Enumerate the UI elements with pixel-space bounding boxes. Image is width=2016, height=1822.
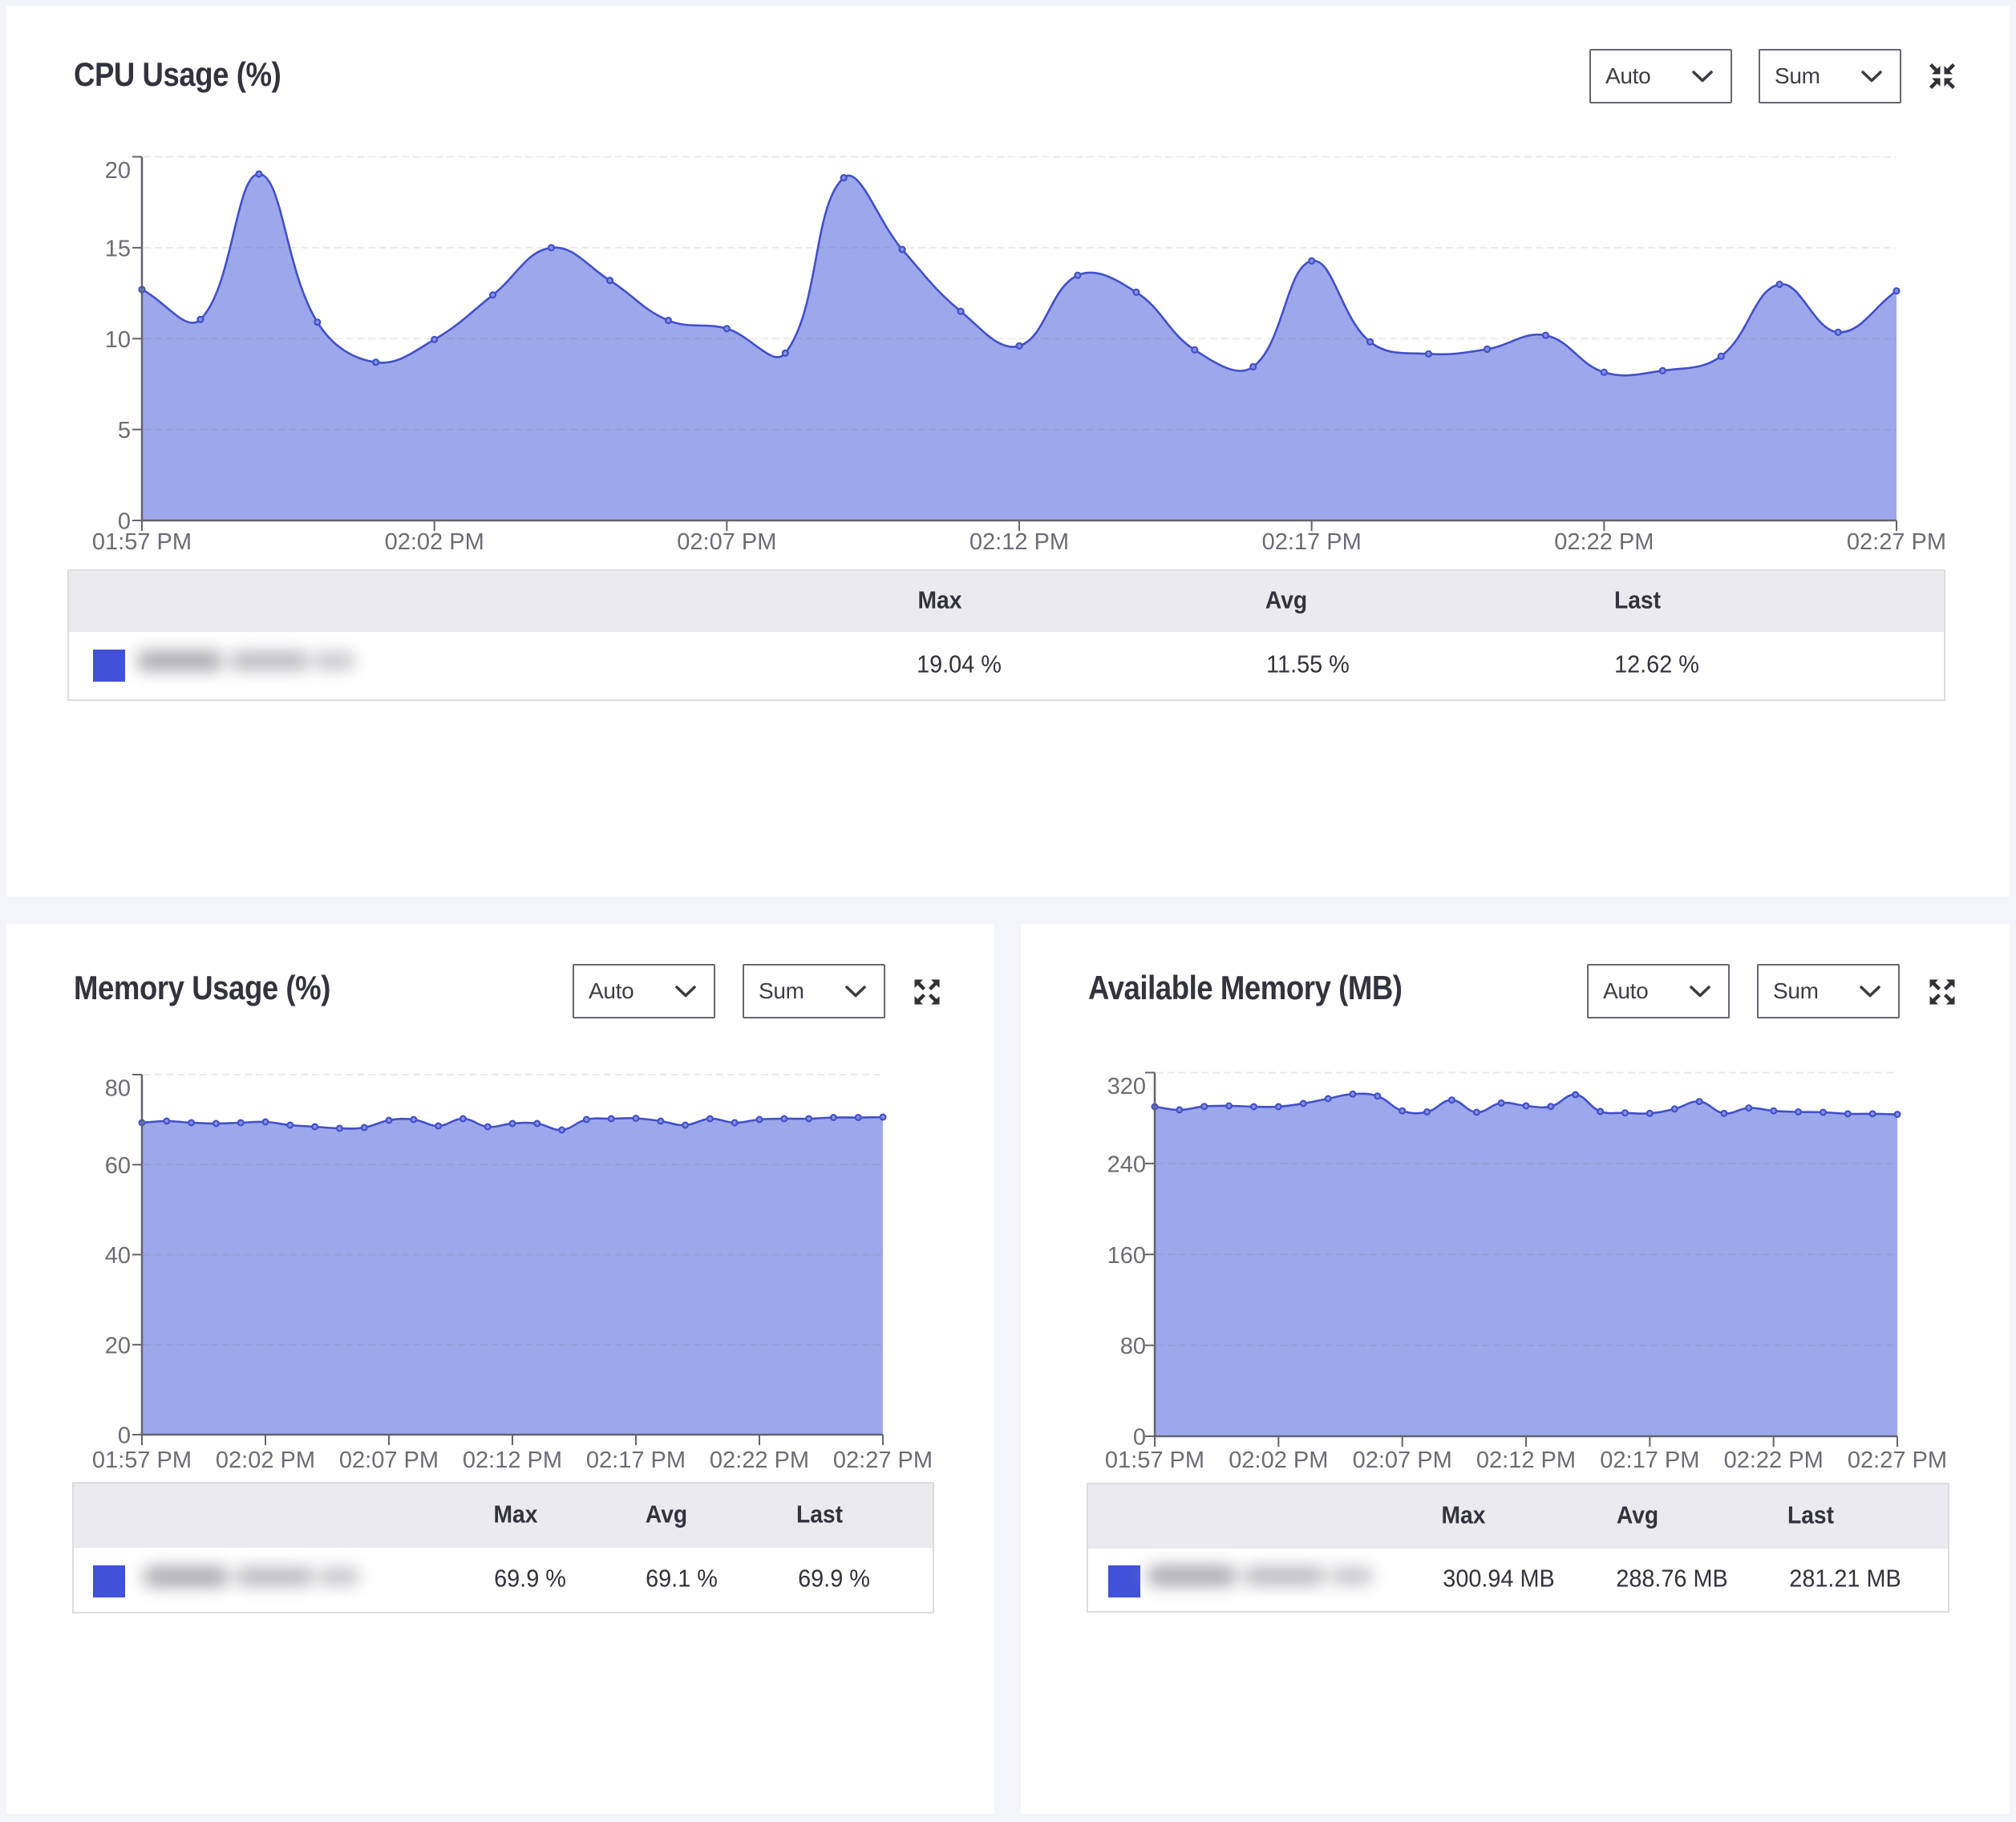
svg-text:02:22 PM: 02:22 PM [710, 1447, 809, 1473]
svg-text:0: 0 [118, 1423, 131, 1449]
svg-text:01:57 PM: 01:57 PM [92, 529, 192, 555]
svg-text:20: 20 [105, 158, 131, 184]
svg-text:02:07 PM: 02:07 PM [1353, 1447, 1452, 1473]
svg-text:02:27 PM: 02:27 PM [1848, 1447, 1947, 1473]
svg-text:02:02 PM: 02:02 PM [385, 529, 484, 555]
svg-text:5: 5 [118, 418, 131, 443]
svg-text:60: 60 [105, 1153, 131, 1179]
svg-text:01:57 PM: 01:57 PM [92, 1447, 192, 1473]
svg-text:01:57 PM: 01:57 PM [1105, 1447, 1204, 1473]
svg-text:02:07 PM: 02:07 PM [339, 1447, 439, 1473]
svg-text:20: 20 [105, 1333, 131, 1358]
svg-text:40: 40 [105, 1243, 131, 1269]
svg-text:0: 0 [1133, 1425, 1146, 1451]
svg-text:02:12 PM: 02:12 PM [463, 1447, 562, 1473]
svg-text:15: 15 [105, 236, 131, 261]
svg-text:320: 320 [1107, 1074, 1146, 1099]
svg-text:02:22 PM: 02:22 PM [1724, 1447, 1824, 1473]
svg-text:02:07 PM: 02:07 PM [677, 529, 776, 555]
svg-text:80: 80 [105, 1076, 131, 1102]
svg-text:240: 240 [1107, 1152, 1146, 1177]
svg-text:02:02 PM: 02:02 PM [1229, 1447, 1328, 1473]
svg-text:02:17 PM: 02:17 PM [1600, 1447, 1699, 1473]
svg-text:0: 0 [118, 509, 131, 535]
svg-text:02:12 PM: 02:12 PM [1476, 1447, 1576, 1473]
svg-text:02:17 PM: 02:17 PM [586, 1447, 686, 1473]
svg-text:02:17 PM: 02:17 PM [1262, 529, 1362, 555]
svg-text:10: 10 [105, 327, 131, 353]
svg-text:02:02 PM: 02:02 PM [216, 1447, 315, 1473]
svg-text:02:27 PM: 02:27 PM [1847, 529, 1946, 555]
svg-text:02:27 PM: 02:27 PM [833, 1447, 933, 1473]
svg-text:02:22 PM: 02:22 PM [1554, 529, 1654, 555]
svg-text:02:12 PM: 02:12 PM [970, 529, 1069, 555]
svg-text:160: 160 [1107, 1243, 1146, 1269]
svg-text:80: 80 [1120, 1334, 1146, 1359]
